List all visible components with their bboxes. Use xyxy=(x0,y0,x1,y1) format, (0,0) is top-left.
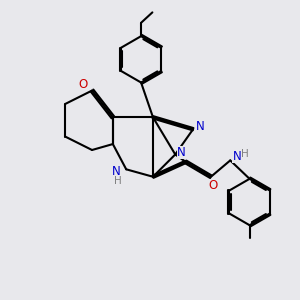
Text: O: O xyxy=(209,179,218,192)
Text: H: H xyxy=(114,176,122,186)
Text: O: O xyxy=(79,77,88,91)
Text: N: N xyxy=(112,165,121,178)
Text: N: N xyxy=(196,120,205,133)
Text: N: N xyxy=(177,146,186,159)
Text: N: N xyxy=(232,150,241,163)
Text: H: H xyxy=(241,149,249,159)
